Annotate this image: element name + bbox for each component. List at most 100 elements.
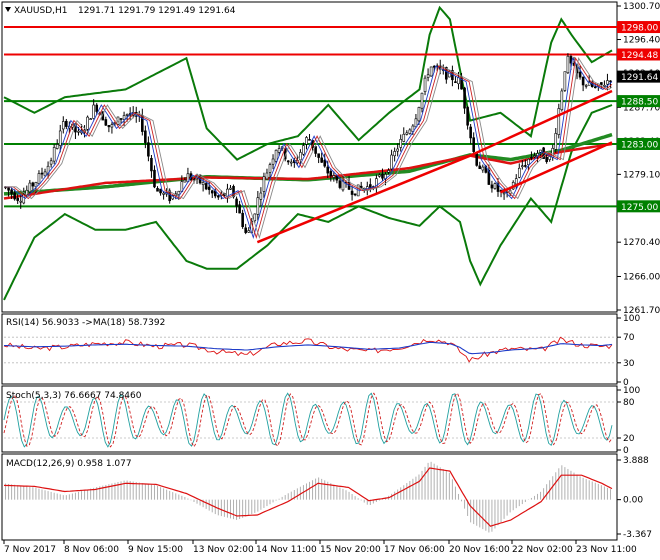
candle-body [423,77,427,92]
fast-ma-1 [4,56,613,240]
candle-body [603,84,606,87]
time-label: 20 Nov 16:00 [449,545,510,555]
candle-body [527,158,530,165]
axes: 1300.701296.401292.101287.701283.401279.… [3,2,660,555]
candle-body [563,71,567,91]
candle-body [259,192,263,200]
trendline-0 [256,154,471,244]
candle-body [502,192,506,195]
candle-body [253,213,257,221]
candle-body [265,172,269,180]
candle-body [539,149,542,153]
candle-body [587,81,591,86]
candle-body [210,190,214,194]
candle-body [16,197,19,201]
price-tick-label: 1287.70 [623,103,660,113]
price-tick-label: 1270.40 [623,238,660,248]
price-plot [3,5,617,301]
level-label-box [617,21,660,34]
candle-body [393,151,396,157]
candle-body [125,114,129,116]
trendline-2 [500,141,613,194]
bollinger-upper [3,5,613,161]
candle-body [317,153,320,158]
stoch-tick-label: 0 [623,446,629,456]
dropdown-triangle-icon[interactable] [5,7,11,12]
candle-body [22,194,26,204]
rsi-tick-label: 30 [623,359,635,369]
candle-body [405,132,409,135]
candle-body [144,130,147,143]
candle-body [432,66,436,68]
price-tick-label: 1266.00 [623,272,660,282]
candle-body [104,119,108,126]
candle-body [207,186,211,190]
candle-body [420,92,424,109]
candle-body [241,212,244,227]
candle-body [13,192,16,200]
candle-body [402,133,406,142]
candle-body [517,167,521,178]
candle-body [326,166,330,174]
candle-body [335,175,339,181]
current-price-box [617,70,660,83]
candle-body [289,161,293,164]
candle-body [28,182,32,193]
price-tick-label: 1296.40 [623,36,660,46]
candle-body [92,104,95,119]
candle-body [353,193,357,196]
candle-body [58,130,62,146]
rsi-line [3,336,613,363]
price-tick-label: 1300.70 [623,2,660,12]
stoch-pane[interactable] [1,385,618,453]
candle-body [277,148,281,153]
candle-body [244,227,247,233]
candle-body [533,155,536,158]
current-price-label: 1291.64 [621,73,658,83]
candle-body [10,189,13,194]
trendline-1 [469,89,613,157]
level-label-box [617,95,660,108]
candle-body [463,87,466,109]
stoch-plot [3,392,617,448]
candle-body [369,184,372,188]
candle-body [560,90,564,111]
candle-body [454,81,457,83]
candle-body [168,190,171,202]
candle-body [606,80,609,85]
rsi-tick-label: 0 [623,378,629,388]
macd-title: MACD(12,26,9) 0.958 1.077 [6,459,132,469]
candle-body [478,165,482,170]
candle-body [110,124,114,128]
candle-body [235,198,238,207]
candle-body [77,130,80,133]
candle-body [52,147,56,162]
candle-body [122,115,126,120]
stoch-tick-label: 100 [623,386,640,396]
candle-body [150,157,153,172]
candle-body [472,137,475,152]
macd-tick-label: 3.888 [623,456,649,466]
candle-body [55,144,59,149]
candle-body [414,118,418,128]
candle-body [40,172,44,175]
candle-body [429,66,433,77]
price-tick-label: 1279.10 [623,170,660,180]
candles [4,53,612,235]
candle-body [271,158,275,165]
candle-body [536,153,539,156]
candle-body [61,121,65,130]
candle-body [581,76,585,86]
rsi-tick-label: 100 [623,314,640,324]
time-label: 13 Nov 02:00 [193,545,254,555]
candle-body [147,142,150,157]
candle-body [286,160,290,163]
candle-body [524,165,527,167]
candle-body [548,156,551,160]
candle-body [156,188,159,192]
candle-body [323,159,327,167]
candle-body [566,55,570,74]
fast-ma-0 [4,56,613,240]
stoch-tick-label: 20 [623,434,635,444]
